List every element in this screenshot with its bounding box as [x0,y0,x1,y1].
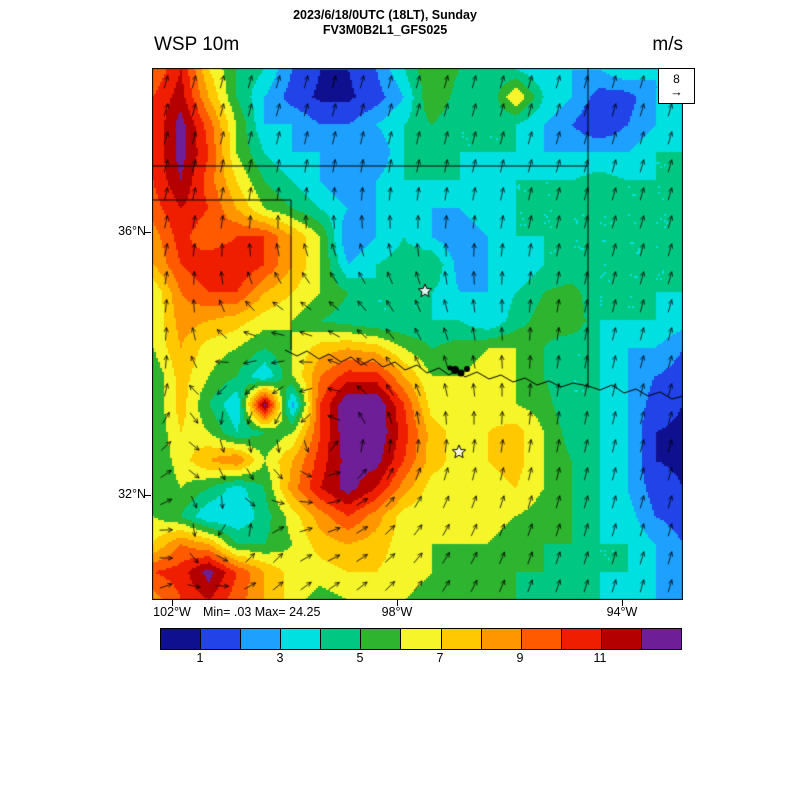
lon-tick-label: 102°W [153,605,191,619]
lat-tick-label: 36°N [118,224,146,238]
colorbar-segment [361,629,402,649]
title-model: FV3M0B2L1_GFS025 [322,23,448,37]
colorbar-tick-label: 5 [356,651,364,665]
wind-speed-map [152,68,683,600]
colorbar-segment [641,629,682,649]
variable-label: WSP 10m [154,34,240,55]
colorbar-segment [521,629,562,649]
colorbar-segment [281,629,322,649]
colorbar-segment [241,629,282,649]
lat-tick-mark [145,495,151,496]
colorbar [160,628,682,650]
lon-tick-mark [397,600,398,606]
colorbar-segment [441,629,482,649]
colorbar-tick-label: 7 [436,651,444,665]
colorbar-segment [161,629,202,649]
lon-tick-label: 98°W [381,605,413,619]
colorbar-tick-label: 3 [276,651,284,665]
colorbar-segment [481,629,522,649]
reference-vector-arrow-icon: → [670,84,683,100]
reference-vector-value: 8 [673,71,680,86]
colorbar-tick-label: 1 [196,651,204,665]
lat-tick-mark [145,232,151,233]
colorbar-tick-label: 11 [593,651,607,665]
lat-tick-label: 32°N [118,487,146,501]
colorbar-segment [401,629,442,649]
units-label: m/s [652,34,683,55]
colorbar-segment [601,629,642,649]
title-datetime: 2023/6/18/0UTC (18LT), Sunday [293,8,477,22]
lon-tick-label: 94°W [606,605,638,619]
colorbar-segment [321,629,362,649]
reference-vector-box: 8 → [658,68,695,104]
colorbar-segment [201,629,242,649]
colorbar-segment [561,629,602,649]
lon-tick-mark [172,600,173,606]
lon-tick-mark [622,600,623,606]
min-max-label: Min= .03 Max= 24.25 [203,605,321,619]
colorbar-tick-label: 9 [516,651,524,665]
